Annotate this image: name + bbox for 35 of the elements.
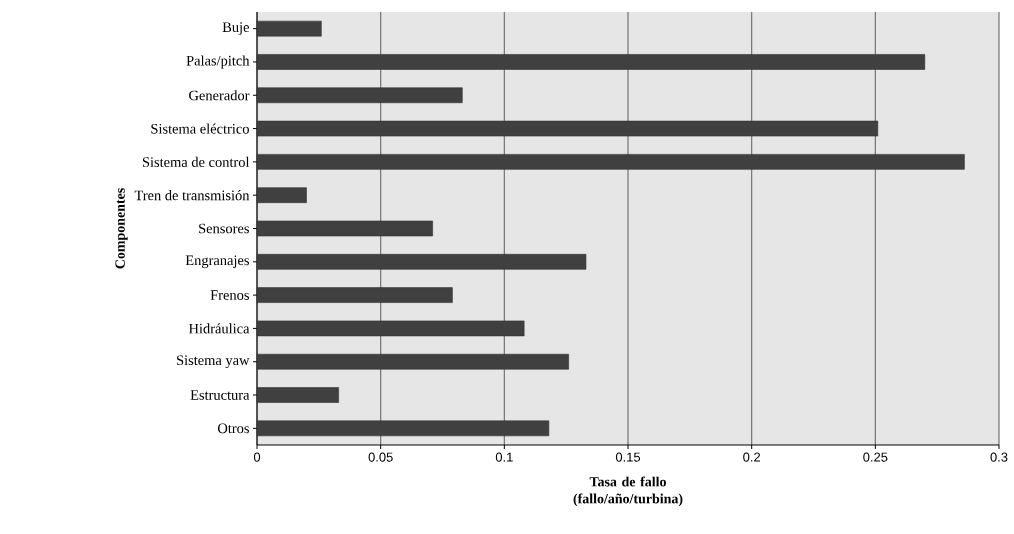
y-tick-label: Generador	[189, 90, 250, 101]
bar	[256, 420, 550, 437]
y-tick-label: Hidráulica	[188, 323, 250, 334]
bar	[256, 220, 433, 237]
y-tick-label: Sistema eléctrico	[151, 123, 249, 134]
bar	[256, 254, 587, 270]
y-tick-label: Engranajes	[185, 255, 249, 269]
bar	[256, 120, 879, 137]
y-axis-title: Componentes	[115, 188, 128, 269]
bar	[256, 353, 569, 370]
x-tick-label: 0.1	[495, 452, 513, 462]
y-tick-label: Sistema de control	[142, 156, 250, 167]
y-tick-label: Estructura	[190, 390, 250, 400]
bar	[256, 387, 339, 403]
bar	[256, 287, 453, 303]
y-tick-label: Sistema yaw	[177, 355, 250, 369]
x-tick-label: 0.05	[368, 452, 393, 462]
bar	[256, 87, 463, 104]
x-tick-label: 0	[253, 452, 261, 462]
y-tick-label: Sensores	[199, 223, 249, 234]
x-tick-label: 0.25	[863, 452, 888, 462]
y-tick-label: Tren de transmisión	[134, 190, 250, 201]
x-tick-label: 0.3	[990, 452, 1008, 462]
y-tick-label: Frenos	[210, 290, 249, 300]
y-tick-label: Otros	[217, 423, 249, 434]
x-axis-title: Tasa de fallo (fallo/año/turbina)	[573, 476, 683, 507]
bar	[256, 320, 525, 337]
bar	[256, 54, 926, 70]
bar	[256, 20, 322, 37]
x-tick-label: 0.2	[743, 452, 761, 462]
y-tick-label: Buje	[222, 22, 249, 35]
y-tick-label: Palas/pitch	[186, 55, 250, 69]
bar	[256, 154, 965, 170]
bar	[256, 187, 307, 203]
x-tick-label: 0.15	[615, 452, 641, 462]
